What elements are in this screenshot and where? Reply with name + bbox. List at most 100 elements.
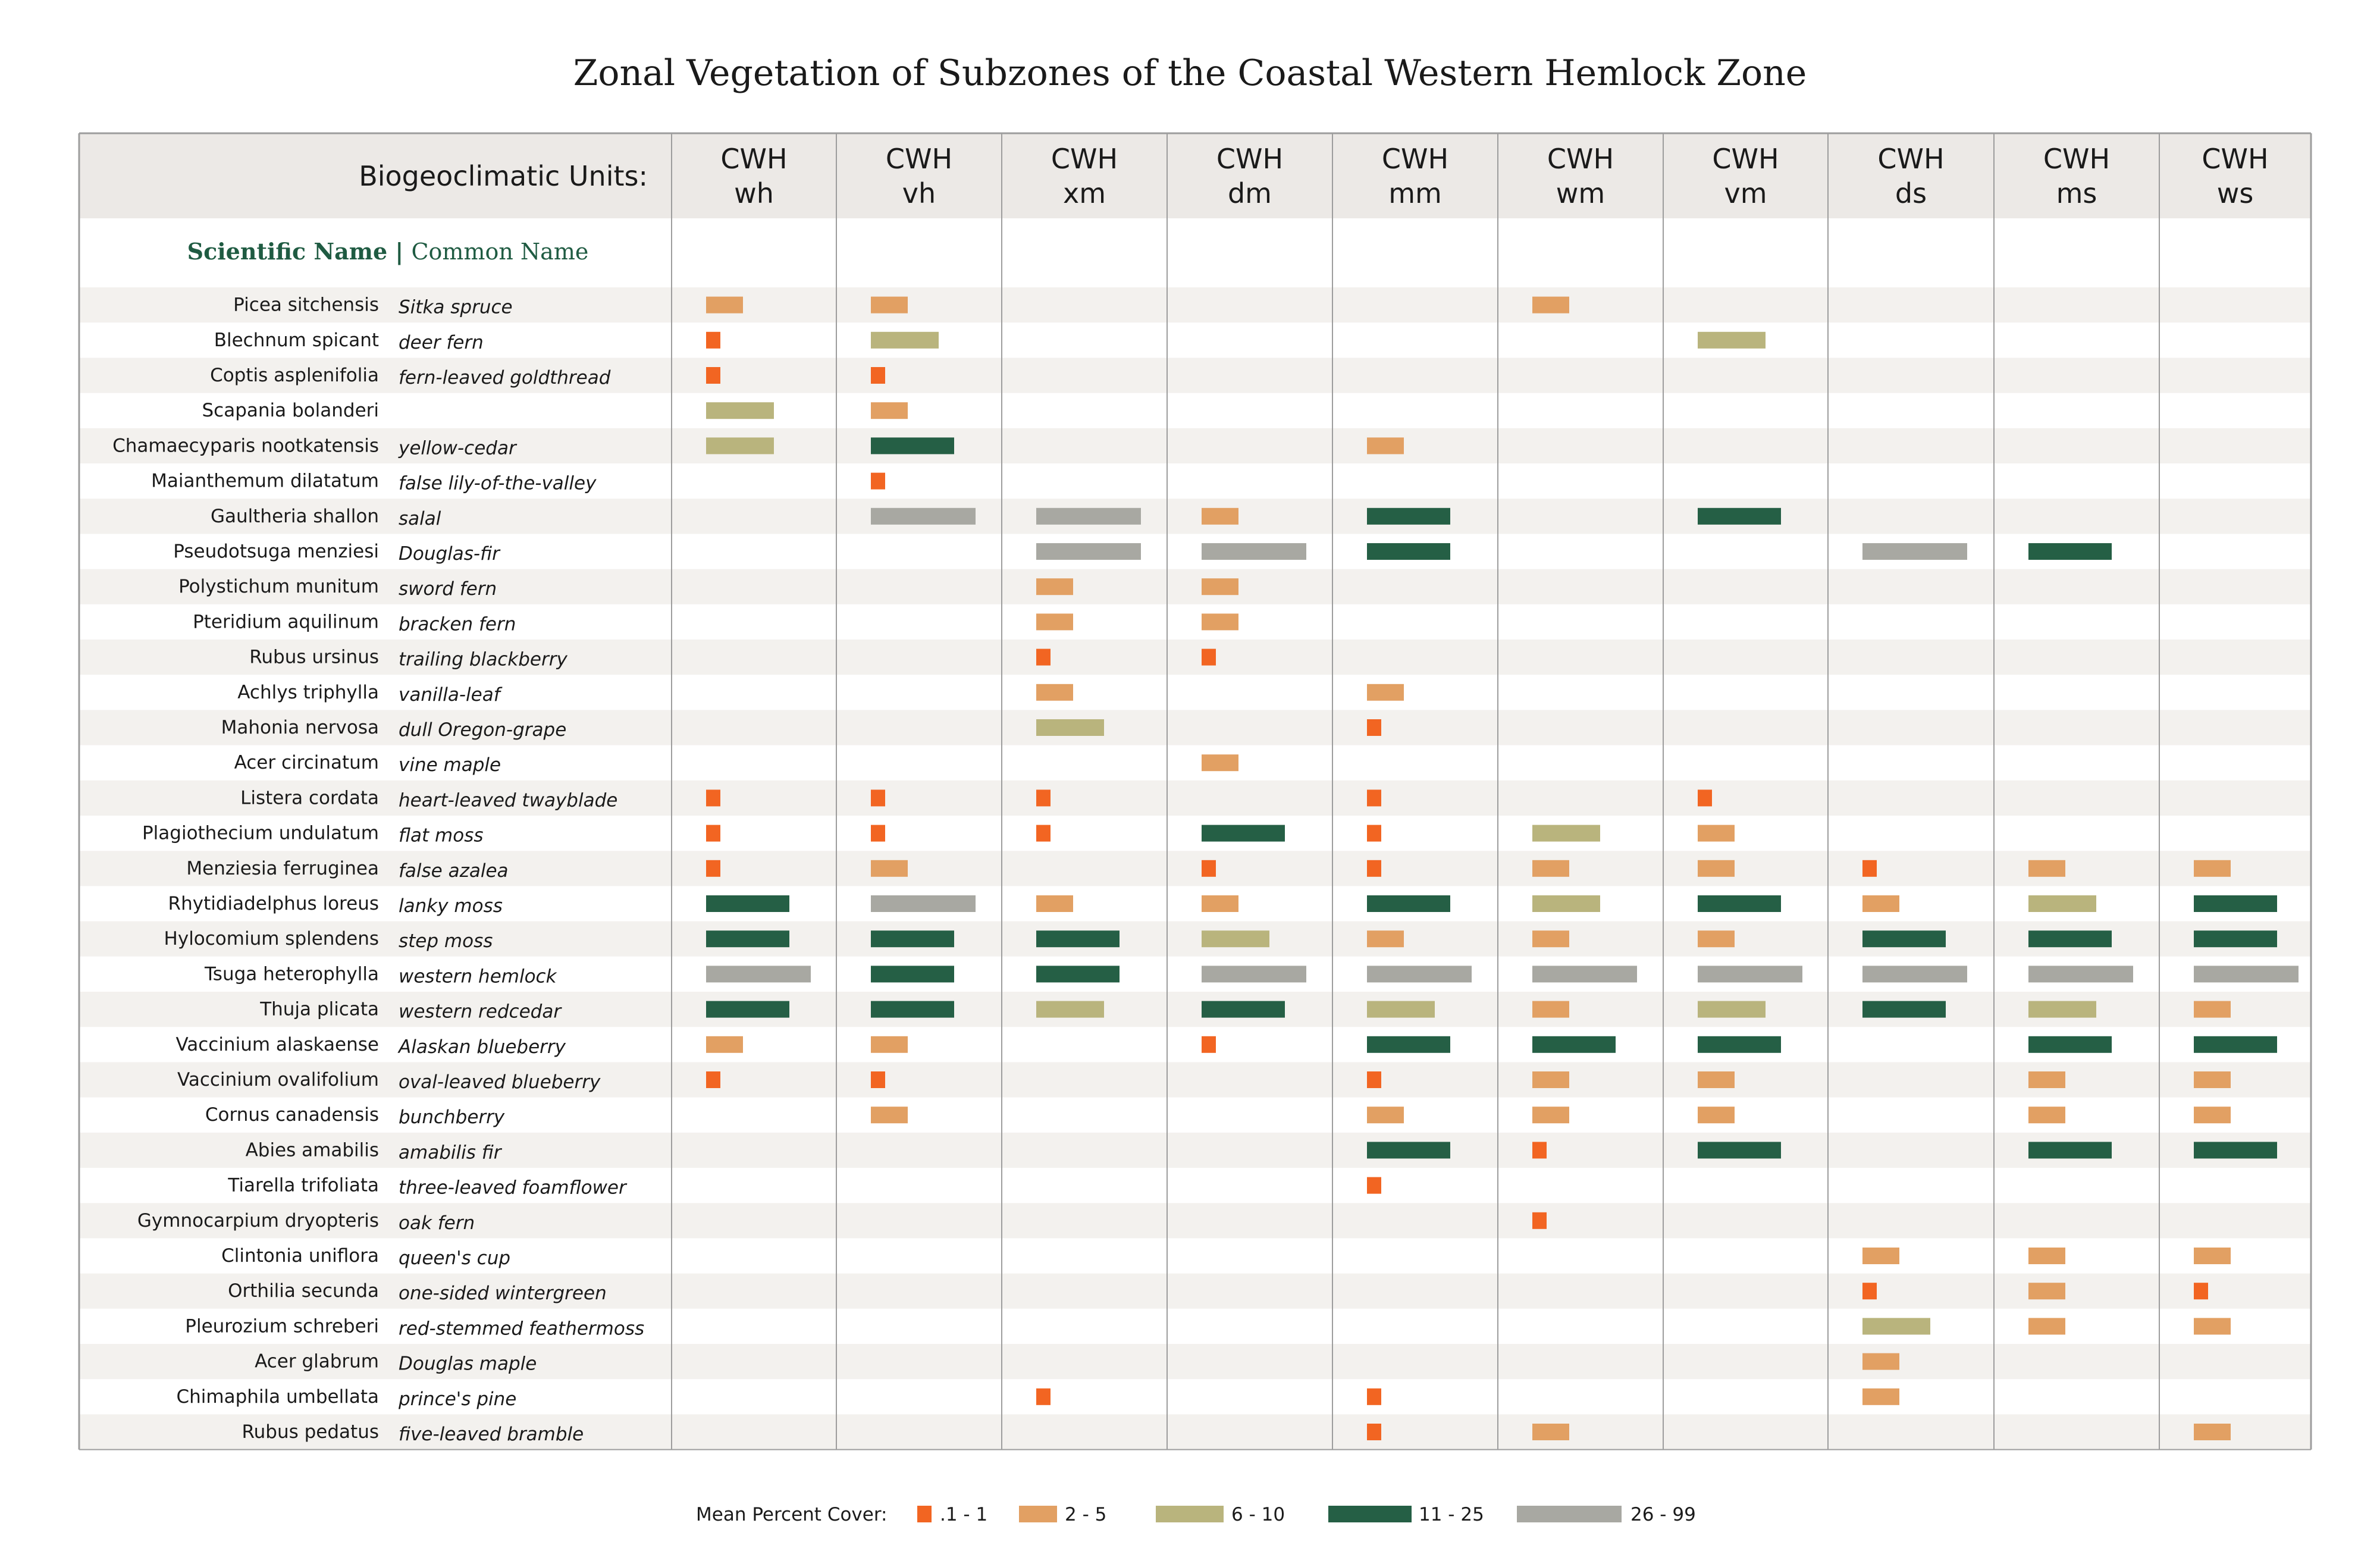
cover-bar	[2028, 1036, 2112, 1053]
cover-bar	[1698, 1001, 1766, 1018]
cover-bar	[1532, 1071, 1569, 1088]
column-header-line1: CWH	[1051, 143, 1118, 175]
cover-bar	[871, 860, 908, 877]
cover-bar	[2028, 543, 2112, 560]
cover-bar	[1036, 543, 1141, 560]
common-name: dull Oregon-grape	[399, 719, 566, 741]
cover-bar	[1532, 1107, 1569, 1124]
cover-bar	[871, 1107, 908, 1124]
cover-bar	[706, 895, 789, 912]
cover-bar	[706, 1036, 743, 1053]
scientific-name: Rhytidiadelphus loreus	[168, 893, 379, 914]
common-name: western redcedar	[399, 1001, 562, 1023]
name-header-scientific: Scientific Name	[187, 238, 396, 265]
common-name: western hemlock	[399, 966, 557, 987]
cover-bar	[1367, 1036, 1450, 1053]
common-name: Sitka spruce	[399, 297, 513, 318]
common-name: Alaskan blueberry	[397, 1036, 566, 1058]
scientific-name: Hylocomium splendens	[164, 928, 379, 949]
cover-bar	[871, 296, 908, 314]
column-header-line1: CWH	[1547, 143, 1614, 175]
legend-swatch	[917, 1506, 932, 1522]
scientific-name: Chamaecyparis nootkatensis	[112, 435, 379, 456]
cover-bar	[1367, 1001, 1435, 1018]
cover-bar	[1036, 966, 1120, 983]
cover-bar	[706, 437, 774, 455]
cover-bar	[1036, 684, 1073, 701]
cover-bar	[1532, 296, 1569, 314]
column-header-line2: ws	[2217, 177, 2254, 209]
cover-bar	[1862, 1353, 1899, 1370]
cover-bar	[871, 1071, 885, 1088]
cover-bar	[871, 472, 885, 490]
cover-bar	[2028, 860, 2065, 877]
common-name: step moss	[399, 930, 493, 952]
row-stripe	[79, 1344, 2311, 1380]
cover-bar	[1367, 1071, 1381, 1088]
cover-bar	[1698, 789, 1712, 807]
cover-bar	[1367, 684, 1404, 701]
row-stripe	[79, 1062, 2311, 1098]
header-band	[79, 133, 2311, 218]
cover-bar	[1036, 1388, 1051, 1405]
cover-bar	[1532, 1001, 1569, 1018]
cover-bar	[1367, 1424, 1381, 1440]
cover-bar	[1862, 1001, 1946, 1018]
cover-bar	[1202, 754, 1238, 772]
common-name: bracken fern	[399, 613, 516, 635]
cover-bar	[2028, 966, 2133, 983]
common-name: lanky moss	[399, 895, 503, 917]
cover-bar	[706, 930, 789, 948]
scientific-name: Listera cordata	[240, 787, 379, 808]
column-header-line1: CWH	[1216, 143, 1283, 175]
cover-bar	[706, 825, 720, 842]
cover-bar	[1367, 895, 1450, 912]
row-stripe	[79, 851, 2311, 886]
common-name: yellow-cedar	[398, 437, 518, 459]
cover-bar	[1698, 930, 1735, 948]
cover-bar	[2194, 1001, 2231, 1018]
cover-bar	[2028, 1248, 2065, 1264]
scientific-name: Pseudotsuga menziesi	[173, 541, 379, 562]
cover-bar	[1698, 825, 1735, 842]
legend-swatch	[1019, 1506, 1057, 1522]
common-name: bunchberry	[399, 1107, 505, 1128]
chart-title: Zonal Vegetation of Subzones of the Coas…	[573, 52, 1807, 94]
scientific-name: Tsuga heterophylla	[204, 963, 379, 985]
cover-bar	[2194, 966, 2299, 983]
legend-swatch	[1517, 1506, 1622, 1522]
common-name: Douglas maple	[399, 1353, 537, 1375]
cover-bar	[2028, 1318, 2065, 1335]
scientific-name: Chimaphila umbellata	[177, 1386, 379, 1408]
row-stripe	[79, 428, 2311, 463]
cover-bar	[2194, 1318, 2231, 1335]
cover-bar	[1367, 507, 1450, 525]
cover-bar	[1367, 543, 1450, 560]
cover-bar	[871, 367, 885, 384]
cover-bar	[1698, 1036, 1781, 1053]
scientific-name: Coptis asplenifolia	[210, 365, 379, 386]
row-stripe	[79, 1414, 2311, 1450]
cover-bar	[1202, 895, 1238, 912]
cover-bar	[706, 1001, 789, 1018]
scientific-name: Thuja plicata	[259, 999, 379, 1020]
cover-bar	[1532, 1036, 1616, 1053]
column-header-line2: xm	[1063, 177, 1106, 209]
scientific-name: Achlys triphylla	[237, 682, 379, 703]
cover-bar	[1202, 1036, 1216, 1053]
cover-bar	[1036, 719, 1104, 736]
scientific-name: Acer circinatum	[234, 752, 379, 773]
cover-bar	[871, 1001, 954, 1018]
scientific-name: Gymnocarpium dryopteris	[137, 1210, 379, 1231]
column-header-line2: ds	[1895, 177, 1927, 209]
cover-bar	[1036, 1001, 1104, 1018]
legend-swatch	[1156, 1506, 1224, 1522]
legend-item-label: 26 - 99	[1630, 1504, 1696, 1525]
scientific-name: Vaccinium ovalifolium	[177, 1069, 379, 1090]
scientific-name: Tiarella trifoliata	[227, 1175, 379, 1196]
cover-bar	[2194, 1424, 2231, 1440]
cover-bar	[871, 437, 954, 455]
cover-bar	[706, 860, 720, 877]
cover-bar	[2028, 930, 2112, 948]
